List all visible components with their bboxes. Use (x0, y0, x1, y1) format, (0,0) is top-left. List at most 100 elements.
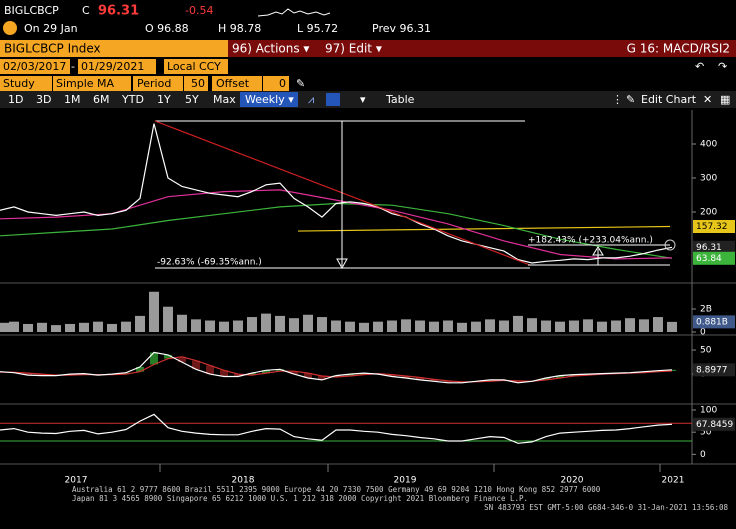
axis-value-box (693, 240, 735, 254)
footer-line: Japan 81 3 4565 8900 Singapore 65 6212 1… (72, 494, 528, 503)
period-button[interactable]: 3D (36, 93, 51, 106)
frequency-box[interactable] (240, 92, 298, 107)
table-button[interactable]: Table (385, 93, 415, 106)
end-date-box[interactable] (78, 59, 156, 74)
x-tick-label: 2019 (394, 476, 417, 486)
actions-menu[interactable]: 96) Actions ▾ (232, 42, 309, 56)
end-date[interactable]: 01/29/2021 (81, 60, 144, 73)
axis-value-label: 67.8459 (696, 420, 733, 430)
redo-icon[interactable]: ↷ (718, 60, 727, 73)
macd-histogram (668, 369, 676, 371)
period-button[interactable]: 1D (8, 93, 23, 106)
macd-histogram (304, 373, 312, 378)
settings-icon[interactable]: ⋮ (612, 93, 623, 106)
volume-bar (415, 320, 425, 332)
macd-histogram (318, 376, 326, 380)
bar-icon[interactable] (326, 93, 340, 106)
line-icon[interactable]: ⩘ (308, 93, 314, 106)
axis-value-box (693, 251, 735, 265)
volume-bar (331, 320, 341, 332)
security-box[interactable] (0, 40, 228, 57)
volume-bar (541, 320, 551, 332)
start-date[interactable]: 02/03/2017 (3, 60, 66, 73)
ticker: BIGLCBCP (4, 4, 59, 17)
macd-histogram (206, 365, 214, 375)
period-button[interactable]: 6M (93, 93, 110, 106)
axis-value-label: 96.31 (696, 243, 722, 253)
sparkline (257, 8, 331, 17)
volume-bar (569, 320, 579, 332)
volume-bar (247, 317, 257, 332)
currency-box[interactable] (164, 59, 228, 74)
volume-bar (597, 321, 607, 332)
study-type[interactable]: Simple MA (56, 77, 115, 90)
volume-bar (653, 317, 663, 332)
macd-histogram (332, 375, 340, 377)
macd-histogram (24, 373, 32, 376)
series-line (0, 123, 673, 264)
volume-bar (583, 319, 593, 332)
close-icon[interactable]: ✕ (703, 93, 712, 106)
start-date-box[interactable] (0, 59, 70, 74)
macd-histogram (556, 375, 564, 378)
security[interactable]: BIGLCBCP Index (4, 42, 101, 56)
volume-bar (121, 321, 131, 332)
macd-histogram (346, 374, 354, 377)
study-label: Study (3, 77, 35, 90)
macd-histogram (416, 377, 424, 380)
y-tick-label: 0 (700, 450, 706, 460)
volume-bar (93, 321, 103, 332)
edit-menu[interactable]: 97) Edit ▾ (325, 42, 382, 56)
period-box[interactable] (184, 76, 208, 91)
period-button[interactable]: YTD (121, 93, 144, 106)
grid-icon[interactable]: ▦ (720, 93, 730, 106)
offset[interactable]: 0 (279, 77, 286, 90)
volume-bar (373, 321, 383, 332)
arrow-head (336, 258, 348, 270)
volume-bar (205, 320, 215, 332)
draw-icon[interactable]: ✎ (626, 93, 635, 106)
offset-box[interactable] (263, 76, 289, 91)
macd-histogram (290, 371, 298, 375)
volume-bar (359, 322, 369, 332)
edit-chart-button[interactable]: Edit Chart (641, 93, 697, 106)
dropdown-icon[interactable]: ▾ (360, 93, 366, 106)
period[interactable]: 50 (191, 77, 205, 90)
macd-histogram (444, 380, 452, 383)
offset-label: Offset (216, 77, 250, 90)
volume-bar (485, 319, 495, 332)
period-button[interactable]: 1Y (157, 93, 171, 106)
pencil-icon[interactable]: ✎ (296, 77, 305, 90)
footer-line: Australia 61 2 9777 8600 Brazil 5511 239… (72, 485, 601, 494)
macd-histogram (122, 372, 130, 375)
high: H 98.78 (218, 22, 261, 35)
volume-bar (513, 315, 523, 332)
study-label-box (0, 76, 52, 91)
period-label: Period (137, 77, 171, 90)
study-type-box[interactable] (53, 76, 131, 91)
volume-bar (23, 323, 33, 332)
macd-histogram (136, 366, 144, 372)
series-line (0, 413, 673, 444)
x-tick-label: 2021 (662, 476, 685, 486)
currency[interactable]: Local CCY (167, 60, 221, 73)
undo-icon[interactable]: ↶ (695, 60, 704, 73)
change: -0.54 (185, 4, 213, 17)
frequency[interactable]: Weekly ▾ (245, 93, 294, 106)
macd-histogram (192, 360, 200, 370)
volume-bar (65, 323, 75, 332)
period-button[interactable]: 1M (64, 93, 81, 106)
footer-line: SN 483793 EST GMT-5:00 G684-346-0 31-Jan… (484, 503, 728, 512)
period-bar (0, 91, 736, 108)
last-price: 96.31 (98, 4, 139, 19)
period-button[interactable]: Max (213, 93, 236, 106)
prev: Prev 96.31 (372, 22, 431, 35)
axis-value-box (693, 417, 735, 431)
macd-histogram (150, 352, 158, 365)
status-icon (3, 21, 17, 35)
rise-annotation: +182.43% (+233.04%ann.) (528, 236, 653, 246)
volume-bar (261, 313, 271, 332)
date-separator: - (71, 60, 75, 73)
rise-arrow-head (592, 246, 604, 256)
period-button[interactable]: 5Y (185, 93, 199, 106)
